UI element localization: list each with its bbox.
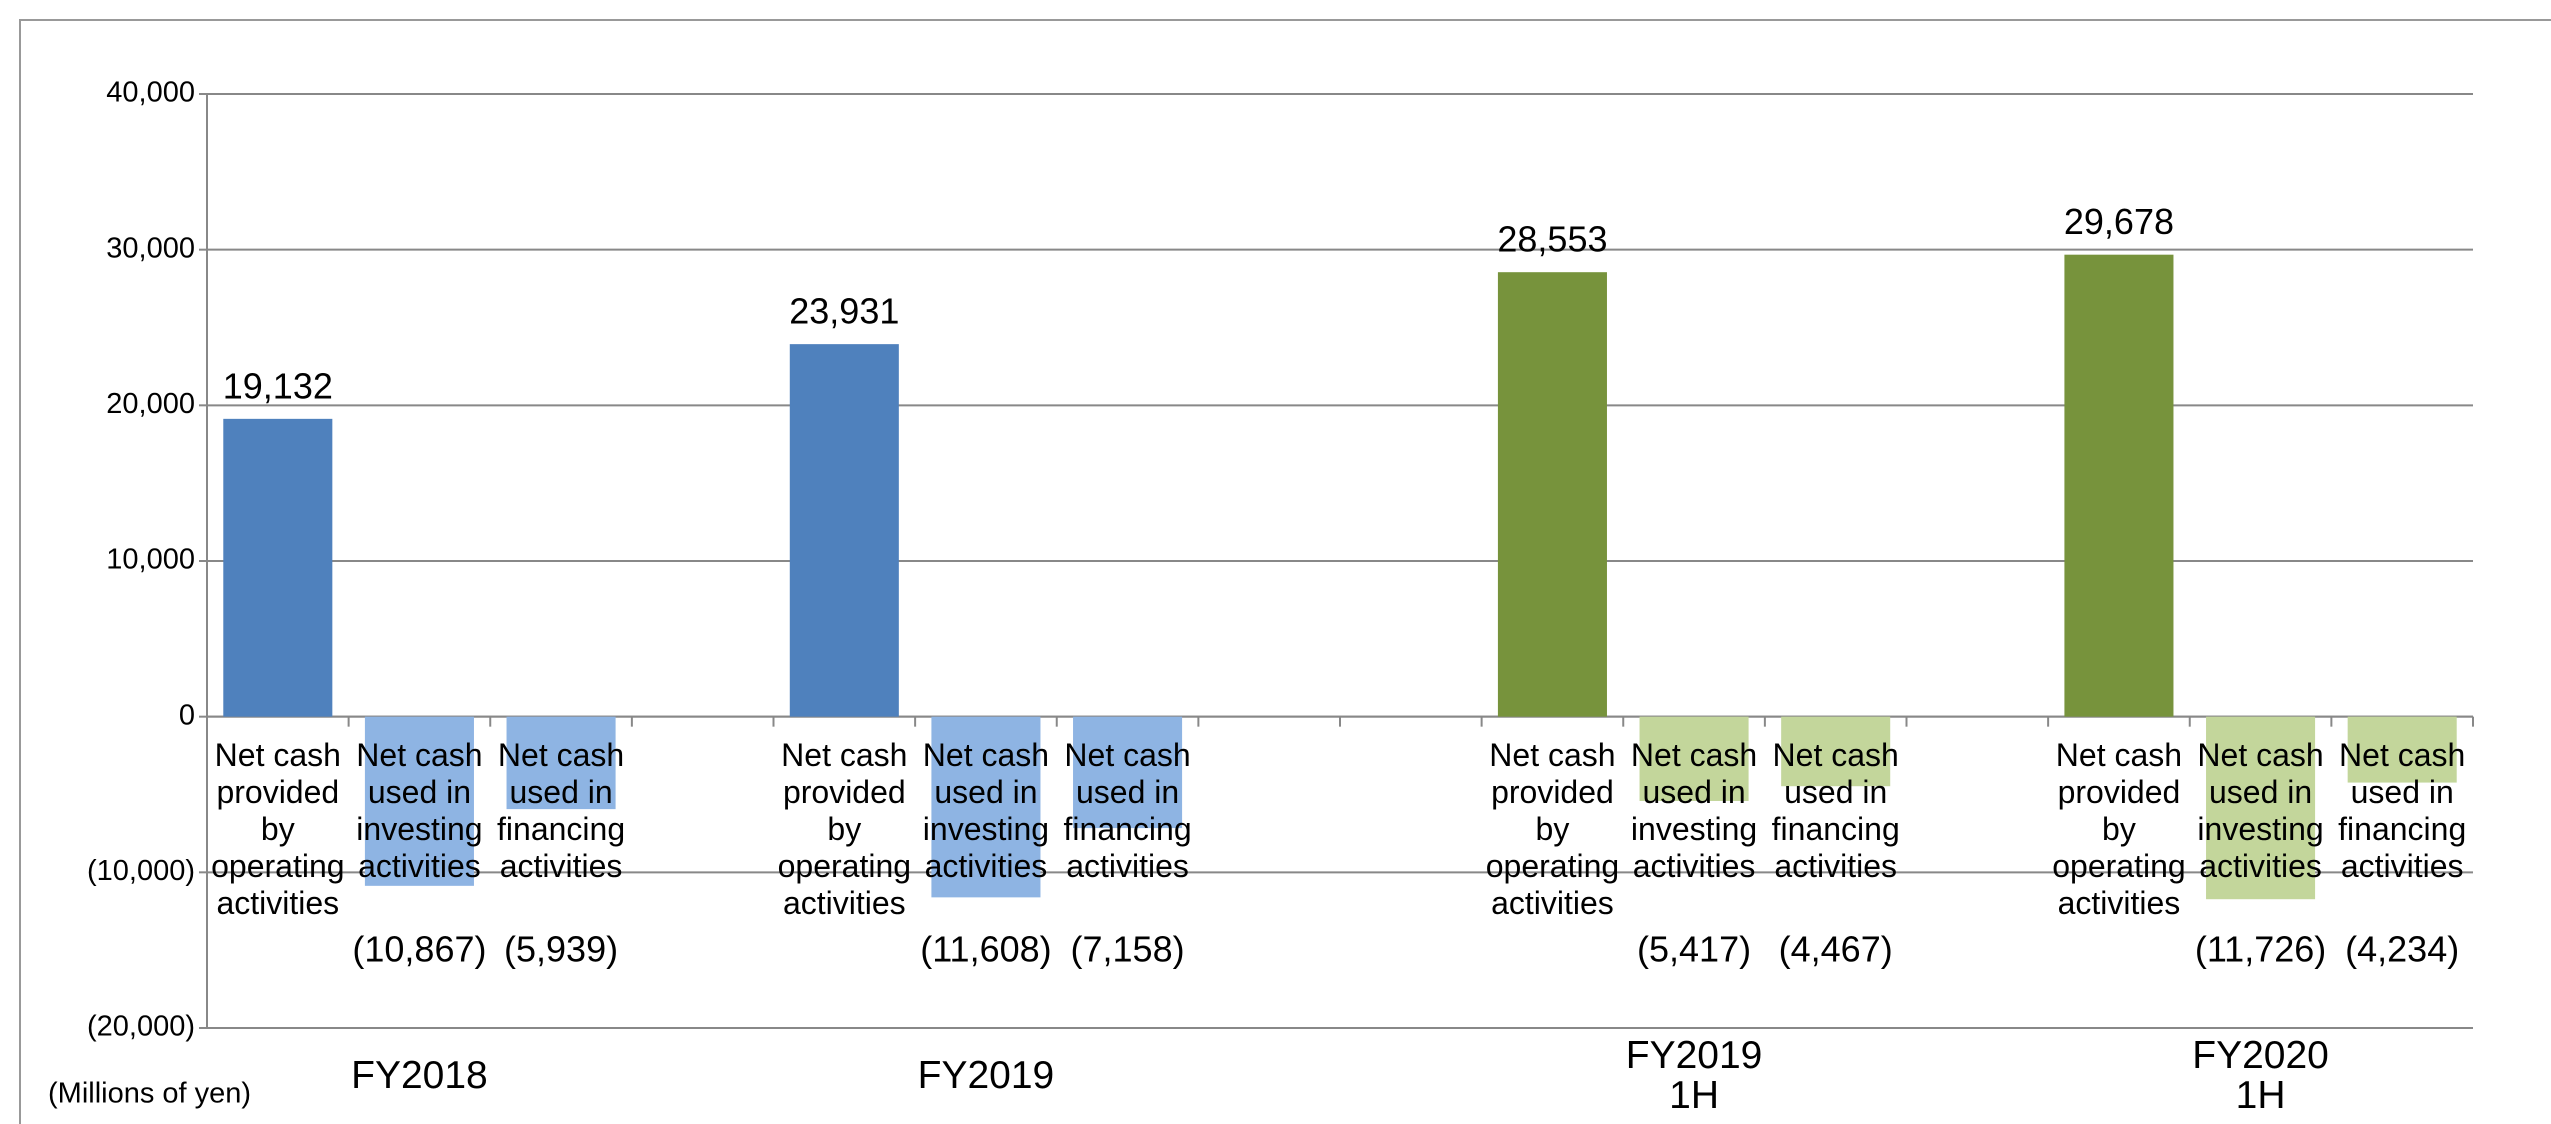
value-label: 28,553	[1497, 219, 1607, 260]
y-tick-label: 40,000	[106, 77, 195, 109]
group-label-box: FY2020 1H	[2192, 1034, 2329, 1117]
group-label-box: FY2018	[351, 1054, 488, 1097]
value-label: (5,939)	[504, 929, 618, 970]
bar	[1781, 716, 1891, 787]
y-tick-label: 10,000	[106, 544, 195, 576]
x-tick-label-box: Net cash provided by operating activitie…	[2052, 737, 2186, 917]
y-axis-label: (Millions of yen)	[48, 1078, 251, 1110]
x-tick-label: Net cash provided by operating activitie…	[777, 737, 912, 917]
chart-border	[19, 19, 2551, 1124]
x-tick-label: Net cash provided by operating activitie…	[2052, 737, 2186, 917]
value-label: 23,931	[789, 291, 899, 332]
value-label: (5,417)	[1637, 929, 1751, 970]
x-tick-label: Net cash used in investing activities	[1630, 737, 1758, 884]
value-label: 19,132	[223, 365, 333, 406]
bar	[1073, 716, 1183, 829]
x-tick-label-box: Net cash used in investing activities	[2197, 737, 2324, 884]
x-tick-label-box: Net cash used in investing activities	[922, 737, 1050, 884]
bar	[2206, 716, 2316, 900]
value-label: (10,867)	[352, 929, 486, 970]
group-label-box: FY2019	[917, 1054, 1055, 1097]
y-tick-label: 0	[179, 699, 195, 731]
y-tick-label: 20,000	[106, 388, 195, 420]
value-label: (4,467)	[1779, 929, 1893, 970]
bar	[2064, 254, 2174, 717]
y-tick-label: (10,000)	[87, 855, 195, 887]
bar	[931, 716, 1041, 898]
group-label-box: FY2019 1H	[1625, 1034, 1763, 1117]
x-tick-label: Net cash provided by operating activitie…	[211, 737, 345, 917]
x-tick-label: Net cash used in financing activities	[2338, 737, 2467, 884]
value-label: 29,678	[2064, 201, 2174, 242]
x-tick-label-box: Net cash provided by operating activitie…	[211, 737, 345, 917]
group-label: FY2019 1H	[1625, 1034, 1763, 1117]
x-tick-label: Net cash used in financing activities	[1063, 737, 1192, 884]
x-tick-label: Net cash provided by operating activitie…	[1485, 737, 1620, 917]
x-tick-label: Net cash used in investing activities	[922, 737, 1050, 884]
x-tick-label: Net cash used in financing activities	[1771, 737, 1900, 884]
value-label: (11,726)	[2195, 929, 2326, 970]
x-tick-label-box: Net cash used in investing activities	[356, 737, 483, 884]
x-tick-label-box: Net cash used in financing activities	[1771, 737, 1900, 884]
bar	[1497, 272, 1607, 717]
x-tick-label-box: Net cash provided by operating activitie…	[777, 737, 912, 917]
x-tick-label: Net cash used in investing activities	[2197, 737, 2324, 884]
y-tick-label: (20,000)	[87, 1011, 195, 1043]
value-label: (4,234)	[2345, 929, 2459, 970]
x-tick-label-box: Net cash used in investing activities	[1630, 737, 1758, 884]
bar	[2347, 716, 2457, 783]
group-label: FY2020 1H	[2192, 1034, 2329, 1117]
bar	[364, 716, 474, 886]
bar	[789, 344, 899, 717]
value-label: (7,158)	[1071, 929, 1185, 970]
x-tick-label-box: Net cash used in financing activities	[497, 737, 626, 884]
value-label: (11,608)	[920, 929, 1051, 970]
x-tick-label: Net cash used in financing activities	[497, 737, 626, 884]
x-tick-label: Net cash used in investing activities	[356, 737, 483, 884]
x-tick-label-box: Net cash provided by operating activitie…	[1485, 737, 1620, 917]
bar	[506, 716, 616, 810]
group-label: FY2019	[917, 1054, 1055, 1097]
bar	[1639, 716, 1749, 801]
x-tick-label-box: Net cash used in financing activities	[2338, 737, 2467, 884]
x-tick-label-box: Net cash used in financing activities	[1063, 737, 1192, 884]
bar	[223, 418, 333, 717]
group-label: FY2018	[351, 1054, 488, 1097]
y-tick-label: 30,000	[106, 232, 195, 264]
